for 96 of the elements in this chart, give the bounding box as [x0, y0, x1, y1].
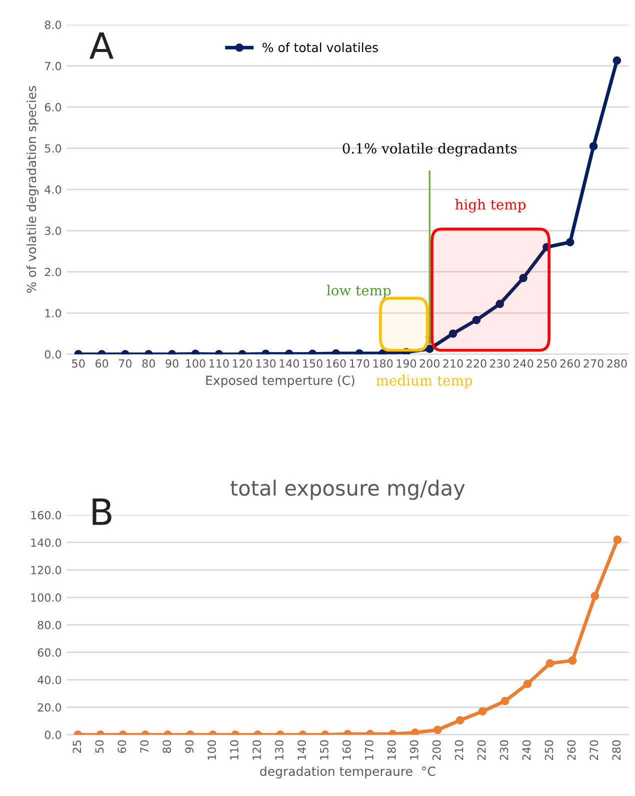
point [448, 329, 458, 338]
y-tick-label: 80.0 [38, 620, 62, 630]
point [472, 316, 481, 324]
x-tick-label: 80 [142, 359, 155, 368]
x-tick-label: 130 [275, 740, 284, 760]
x-tick-label: 250 [544, 740, 554, 760]
y-tick-label: 40.0 [38, 676, 62, 684]
y-tick-label: 120.0 [31, 566, 62, 574]
x-tick-label: 230 [490, 359, 510, 368]
x-tick-label: 110 [209, 359, 229, 368]
ref-line-label: 0.1% volatile degradants [342, 142, 517, 156]
y-tick-label: 1.0 [45, 309, 62, 318]
x-tick-label: 70 [140, 740, 149, 753]
x-tick-label: 280 [612, 740, 621, 760]
x-tick-label: 110 [230, 740, 238, 760]
x-tick-label: 240 [522, 740, 531, 760]
x-tick-label: 70 [119, 359, 132, 368]
y-tick-label: 60.0 [38, 648, 62, 657]
x-tick-label: 100 [208, 740, 216, 760]
x-tick-label: 90 [185, 740, 194, 754]
x-axis-title: degradation temperaure °C [260, 766, 436, 778]
x-tick-label: 50 [72, 359, 85, 368]
point [546, 659, 554, 668]
x-tick-label: 240 [513, 359, 534, 368]
x-tick-label: 180 [373, 359, 393, 368]
point [589, 142, 598, 150]
point [478, 707, 487, 716]
x-tick-label: 210 [443, 359, 463, 368]
x-tick-label: 120 [232, 359, 252, 368]
point [402, 348, 410, 354]
x-tick-label: 60 [118, 740, 126, 753]
y-tick-label: 160.0 [31, 510, 62, 520]
annotation: B [92, 498, 112, 525]
x-tick-label: 50 [95, 740, 104, 753]
x-axis-title: Exposed temperture (C) [206, 375, 354, 388]
x-tick-label: 190 [396, 359, 416, 368]
y-axis-title: % of volatile degradation species [26, 86, 39, 293]
x-tick-label: 260 [567, 740, 576, 760]
chart-title: total exposure mg/day [230, 480, 465, 500]
x-tick-label: 80 [162, 740, 172, 753]
y-tick-label: 0.0 [44, 730, 62, 740]
point [523, 680, 532, 688]
x-tick-label: 60 [96, 359, 108, 368]
point [456, 716, 464, 724]
x-tick-label: 180 [387, 740, 396, 760]
x-tick-label: 170 [350, 359, 370, 368]
x-tick-label: 170 [364, 740, 374, 760]
y-tick-label: 0.0 [44, 350, 62, 359]
y-tick-label: 100.0 [31, 593, 62, 602]
x-tick-label: 150 [303, 359, 322, 368]
x-tick-label: 270 [590, 740, 598, 760]
point [613, 536, 622, 544]
x-tick-label: 220 [477, 740, 486, 760]
x-tick-label: 250 [536, 359, 557, 368]
x-tick-label: 90 [166, 359, 178, 368]
annotation: low temp [326, 284, 391, 298]
x-tick-label: 160 [326, 359, 346, 368]
x-tick-label: 120 [252, 740, 261, 760]
x-tick-label: 230 [500, 740, 508, 760]
x-tick-label: 160 [342, 740, 351, 760]
x-tick-label: 190 [410, 740, 418, 760]
point [519, 274, 528, 282]
band-label: medium temp [376, 374, 472, 388]
point [410, 728, 420, 735]
y-tick-label: 140.0 [31, 538, 62, 547]
y-tick-label: 8.0 [44, 20, 62, 30]
point [542, 242, 551, 252]
x-tick-label: 260 [560, 359, 580, 368]
band-label: high temp [455, 198, 526, 213]
x-tick-label: 130 [256, 359, 276, 368]
x-tick-label: 25 [72, 740, 82, 753]
y-tick-label: 20.0 [38, 703, 62, 712]
x-tick-label: 140 [298, 740, 306, 760]
y-tick-label: 5.0 [45, 144, 62, 153]
x-tick-label: 280 [607, 359, 627, 368]
x-tick-label: 100 [186, 359, 206, 368]
point [590, 592, 600, 600]
y-tick-label: 7.0 [45, 62, 62, 70]
y-tick-label: 6.0 [44, 103, 62, 112]
annotation: A [89, 32, 114, 59]
x-tick-label: 220 [466, 359, 486, 368]
y-tick-label: 2.0 [44, 268, 62, 276]
x-tick-label: 200 [420, 359, 440, 368]
point [496, 300, 504, 308]
y-tick-label: 4.0 [44, 185, 62, 194]
legend-label: % of total volatiles [262, 42, 378, 52]
x-tick-label: 200 [432, 740, 441, 760]
point [612, 56, 622, 65]
x-tick-label: 150 [320, 740, 328, 760]
point [566, 238, 574, 246]
point [500, 696, 510, 706]
point [568, 656, 577, 665]
x-tick-label: 210 [454, 740, 464, 760]
x-tick-label: 270 [584, 359, 604, 368]
y-tick-label: 3.0 [44, 226, 62, 236]
x-tick-label: 140 [280, 359, 299, 368]
